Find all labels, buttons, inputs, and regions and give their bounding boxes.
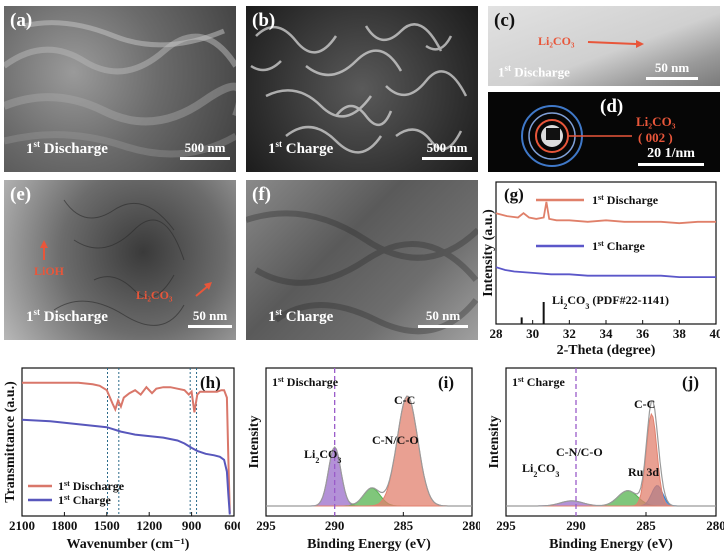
- panel-f-caption: 1st Charge: [268, 307, 334, 325]
- panel-i-xtick-label-1: 290: [325, 518, 345, 533]
- panel-c-tem-discharge: (c) Li₂CO₃ 1st Discharge 50 nm: [488, 6, 720, 86]
- panel-g-xtick-label-4: 36: [636, 326, 650, 341]
- panel-g-xtick-label-6: 40: [710, 326, 721, 341]
- panel-j-peak-3: [506, 412, 716, 507]
- panel-f-scalebar: 50 nm: [418, 308, 468, 328]
- panel-e-texture: [53, 199, 185, 326]
- panel-g-series-1: [495, 266, 716, 278]
- panel-h-ylabel: Transmittance (a.u.): [3, 381, 18, 503]
- panel-f-label: (f): [252, 184, 271, 205]
- panel-e-arrows: [40, 240, 212, 297]
- panel-b-label: (b): [252, 10, 276, 31]
- panel-h-ftir-chart: (h) 2100 1800 1500 1200 900 600 1st Discharge1s…: [3, 367, 240, 552]
- panel-j-title: 1st Charge: [512, 375, 565, 390]
- panel-i-xtick-label-2: 285: [394, 518, 414, 533]
- panel-j-xtick-label-3: 280: [706, 518, 724, 533]
- panel-d-annotation-2: ( 002 ): [638, 130, 673, 145]
- panel-j-xps-chart: (j) 295 290 285 280 1st Charge Li2CO3 C-N/C-O Ru…: [487, 367, 724, 552]
- panel-a-sem-discharge: (a) 1st Discharge 500 nm: [4, 6, 236, 172]
- panel-j-label: (j): [682, 373, 699, 392]
- panel-i-xlabel: Binding Energy (eV): [307, 537, 431, 552]
- panel-d-label: (d): [600, 96, 624, 117]
- panel-h-xtick-label-5: 600: [224, 518, 240, 533]
- panel-g-series-0: [495, 201, 716, 225]
- panel-i-peak-1: [266, 487, 472, 507]
- panel-b-sem-charge: (b) 1st Charge 500 nm: [246, 6, 478, 172]
- panel-d-scalebar: 20 1/nm: [638, 146, 704, 166]
- panel-c-arrow: [587, 40, 644, 48]
- panel-a-texture: [4, 20, 236, 158]
- panel-g-xtick-label-5: 38: [673, 326, 687, 341]
- panel-e-scalebar: 50 nm: [188, 308, 232, 328]
- panel-i-ylabel: Intensity: [247, 416, 262, 469]
- panel-j-xtick-label-1: 290: [566, 518, 586, 533]
- panel-a-caption: 1st Discharge: [26, 139, 108, 157]
- panel-i-xps-chart: (i) 295 290 285 280 1st Discharge Li2CO3 C-N/C-…: [247, 367, 480, 552]
- panel-g-ref-label: Li2CO3 (PDF#22-1141): [552, 293, 669, 311]
- panel-g-xtick-label-0: 28: [490, 326, 504, 341]
- panel-h-xtick-label-0: 2100: [9, 518, 35, 533]
- panel-i-peak-label-1: C-N/C-O: [372, 433, 419, 447]
- panel-j-xlabel: Binding Energy (eV): [549, 537, 673, 552]
- panel-h-xlabel: Wavenumber (cm⁻¹): [67, 537, 190, 552]
- panel-g-xtick-label-2: 32: [563, 326, 576, 341]
- panel-c-caption: 1st Discharge: [498, 62, 570, 79]
- panel-h-legend-label-0: 1st Discharge: [58, 479, 125, 494]
- panel-g-legend-label-1: 1st Charge: [592, 239, 645, 254]
- panel-i-title: 1st Discharge: [272, 375, 339, 390]
- panel-i-frame: [265, 367, 473, 517]
- panel-g-xlabel: 2-Theta (degree): [557, 343, 656, 358]
- panel-c-scalebar: 50 nm: [646, 60, 698, 80]
- panel-h-xtick-label-3: 1200: [136, 518, 162, 533]
- panel-a-label: (a): [10, 10, 33, 31]
- panel-b-caption: 1st Charge: [268, 139, 334, 157]
- panel-g-legend-label-0: 1st Discharge: [592, 193, 659, 208]
- panel-h-xtick-label-4: 900: [182, 518, 202, 533]
- panel-i-peak-label-2: C-C: [394, 393, 415, 407]
- panel-g-xrd-chart: (g) 28 30 32 34 36 38 40 1st Discharge 1st Charge…: [481, 181, 721, 358]
- panel-j-peak-label-3: C-C: [634, 397, 655, 411]
- panel-b-scalebar: 500 nm: [422, 140, 472, 160]
- panel-j-frame: [505, 367, 717, 517]
- panel-j-ylabel: Intensity: [487, 416, 502, 469]
- panel-h-series-0: [22, 381, 231, 514]
- panel-c-label: (c): [494, 10, 516, 31]
- panel-h-series-1: [21, 418, 231, 515]
- panel-i-envelope: [266, 395, 472, 507]
- panel-e-tem-discharge: (e) LiOH Li₂CO₃ 1st Discharge 50 nm: [4, 180, 236, 340]
- panel-d-annotation-1: Li₂CO₃: [636, 114, 676, 129]
- panel-g-label: (g): [504, 185, 524, 204]
- panel-h-frame: [21, 367, 235, 517]
- panel-b-texture: [250, 23, 468, 154]
- panel-g-ylabel: Intensity (a.u.): [481, 209, 496, 297]
- panel-j-envelope: [506, 400, 716, 507]
- panel-g-xtick-label-3: 34: [600, 326, 614, 341]
- panel-i-xtick-label-0: 295: [256, 518, 276, 533]
- panel-i-label: (i): [438, 373, 454, 392]
- panel-e-annotation-1: LiOH: [34, 264, 65, 278]
- panel-e-annotation-2: Li₂CO₃: [136, 288, 173, 302]
- panel-h-label: (h): [200, 373, 221, 392]
- panel-j-xtick-label-2: 285: [636, 518, 656, 533]
- panel-j-peak-label-0: Li2CO3: [522, 461, 559, 479]
- panel-g-xtick-label-1: 30: [526, 326, 539, 341]
- panel-j-peak-label-1: C-N/C-O: [556, 445, 603, 459]
- panel-d-saed: (d) Li₂CO₃ ( 002 ) 20 1/nm: [488, 92, 720, 172]
- panel-e-label: (e): [10, 184, 32, 205]
- panel-h-legend-label-1: 1st Charge: [58, 493, 111, 508]
- panel-f-tem-charge: (f) 1st Charge 50 nm: [246, 180, 478, 340]
- panel-c-annotation: Li₂CO₃: [538, 34, 575, 48]
- panel-h-xtick-label-1: 1800: [51, 518, 77, 533]
- panel-i-xtick-label-3: 280: [462, 518, 480, 533]
- panel-d-rings: [521, 105, 632, 167]
- panel-j-peak-label-2: Ru 3d: [628, 465, 659, 479]
- panel-a-scalebar: 500 nm: [180, 140, 230, 160]
- panel-e-caption: 1st Discharge: [26, 307, 108, 325]
- panel-j-peak-1: [506, 490, 716, 507]
- panel-j-xtick-label-0: 295: [496, 518, 516, 533]
- panel-f-texture: [246, 210, 478, 335]
- panel-h-xtick-label-2: 1500: [94, 518, 120, 533]
- panel-i-peak-label-0: Li2CO3: [304, 447, 341, 465]
